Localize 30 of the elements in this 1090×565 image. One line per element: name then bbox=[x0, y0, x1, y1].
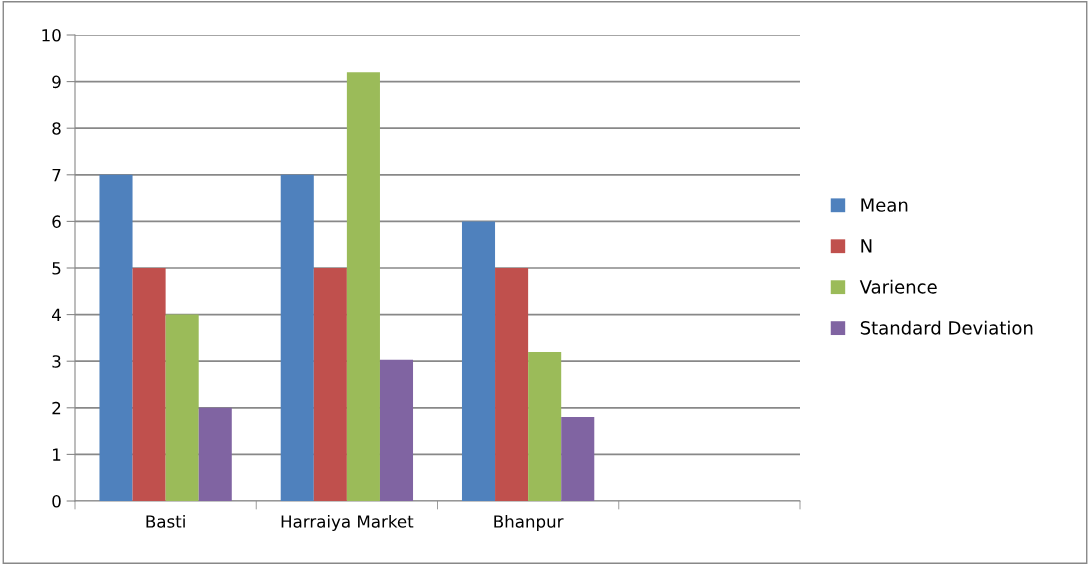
bar bbox=[379, 359, 414, 501]
y-tick-label: 2 bbox=[52, 401, 61, 415]
y-tick-label: 0 bbox=[52, 494, 61, 508]
y-tick-label: 6 bbox=[52, 215, 61, 228]
legend-label: Standard Deviation bbox=[860, 320, 1033, 335]
y-tick-label: 4 bbox=[52, 308, 61, 321]
x-tick-label: Bhanpur bbox=[494, 514, 564, 532]
x-tick-label: Harraiya Market bbox=[281, 514, 414, 532]
y-tick-label: 7 bbox=[52, 168, 61, 182]
y-tick-label: 8 bbox=[52, 122, 61, 135]
bar bbox=[461, 221, 496, 501]
bar bbox=[561, 417, 595, 501]
legend-label: Varience bbox=[859, 279, 937, 294]
x-tick-label: Basti bbox=[146, 514, 185, 528]
y-tick-label: 10 bbox=[42, 28, 61, 42]
bar bbox=[198, 407, 232, 501]
bar bbox=[99, 174, 133, 501]
y-tick-label: 9 bbox=[52, 75, 61, 89]
bar bbox=[280, 174, 314, 501]
bar bbox=[165, 314, 199, 501]
legend-label: Mean bbox=[861, 198, 908, 212]
bar bbox=[132, 268, 166, 501]
bar bbox=[313, 268, 347, 501]
y-tick-label: 5 bbox=[52, 262, 61, 275]
bar bbox=[346, 72, 380, 501]
legend-label: N bbox=[861, 239, 872, 253]
bar bbox=[495, 268, 529, 501]
y-tick-label: 1 bbox=[53, 448, 61, 461]
bar bbox=[528, 351, 562, 501]
y-tick-label: 3 bbox=[52, 355, 61, 368]
